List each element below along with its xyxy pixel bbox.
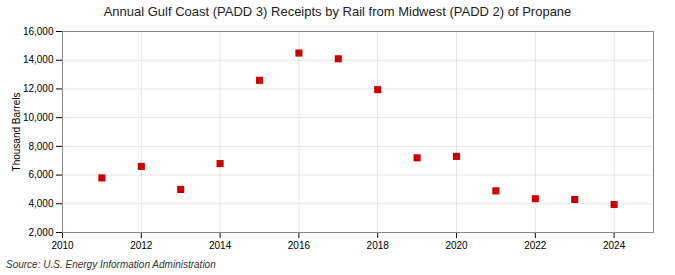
- html-text:Annual Gulf Coast (PADD 3) Rec: Annual Gulf Coast (PADD 3) Receipts by R…: [103, 4, 572, 19]
- svg-text:14,000: 14,000: [23, 54, 54, 65]
- svg-text:4,000: 4,000: [28, 198, 53, 209]
- svg-text:2,000: 2,000: [28, 227, 53, 238]
- svg-text:6,000: 6,000: [28, 169, 53, 180]
- svg-text:2018: 2018: [367, 240, 390, 251]
- svg-text:16,000: 16,000: [23, 26, 54, 37]
- svg-text:8,000: 8,000: [28, 141, 53, 152]
- svg-text:2022: 2022: [524, 240, 547, 251]
- html-text:Source: U.S. Energy Informatio: Source: U.S. Energy Information Administ…: [6, 259, 216, 270]
- svg-text:Thousand Barrels: Thousand Barrels: [11, 93, 22, 172]
- svg-text:2014: 2014: [209, 240, 232, 251]
- svg-text:2016: 2016: [288, 240, 311, 251]
- svg-text:2020: 2020: [445, 240, 468, 251]
- svg-text:10,000: 10,000: [23, 112, 54, 123]
- svg-text:2010: 2010: [51, 240, 74, 251]
- svg-text:12,000: 12,000: [23, 83, 54, 94]
- svg-text:2012: 2012: [130, 240, 153, 251]
- svg-text:2024: 2024: [603, 240, 626, 251]
